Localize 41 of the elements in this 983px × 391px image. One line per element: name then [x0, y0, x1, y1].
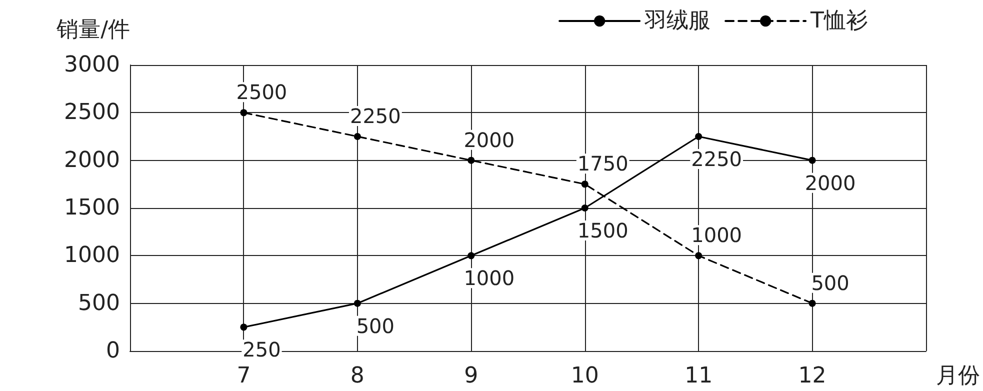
legend-label: T恤衫: [810, 8, 868, 34]
x-tick-label: 8: [350, 364, 364, 388]
y-tick-label: 1000: [64, 243, 120, 268]
data-label: 1500: [577, 218, 628, 242]
data-label: 1000: [464, 266, 515, 290]
data-label: 500: [356, 314, 395, 338]
data-label: 2250: [691, 147, 742, 171]
point: [240, 324, 248, 331]
x-tick-label: 11: [684, 364, 713, 388]
point: [581, 180, 588, 188]
point: [240, 109, 248, 116]
data-label: 1750: [577, 152, 628, 176]
point: [808, 300, 816, 307]
x-axis-title: 月份: [936, 364, 980, 388]
point: [808, 156, 816, 164]
legend-label: 羽绒服: [644, 8, 711, 34]
y-tick-label: 3000: [64, 52, 120, 78]
y-tick-label: 2500: [64, 100, 120, 126]
y-tick-label: 500: [78, 290, 120, 316]
point: [695, 252, 702, 260]
point: [354, 133, 361, 140]
y-tick-label: 2000: [64, 148, 120, 173]
data-label: 500: [811, 270, 850, 295]
data-label: 2000: [464, 128, 515, 152]
data-label: 2500: [236, 80, 288, 104]
point: [695, 133, 702, 140]
data-label: 2000: [804, 170, 856, 195]
point: [354, 300, 361, 307]
y-tick-label: 1500: [64, 196, 120, 220]
x-tick-label: 7: [236, 364, 251, 388]
data-label: 250: [242, 338, 281, 362]
point: [468, 252, 475, 260]
y-tick-label: 0: [106, 338, 120, 364]
x-tick-label: 12: [798, 364, 826, 388]
x-tick-label: 9: [464, 364, 478, 388]
data-label: 2250: [350, 104, 401, 128]
point: [581, 204, 588, 212]
data-label: 1000: [691, 223, 742, 248]
x-tick-label: 10: [570, 364, 599, 388]
y-axis-title: 销量/件: [56, 18, 130, 42]
point: [468, 156, 475, 164]
